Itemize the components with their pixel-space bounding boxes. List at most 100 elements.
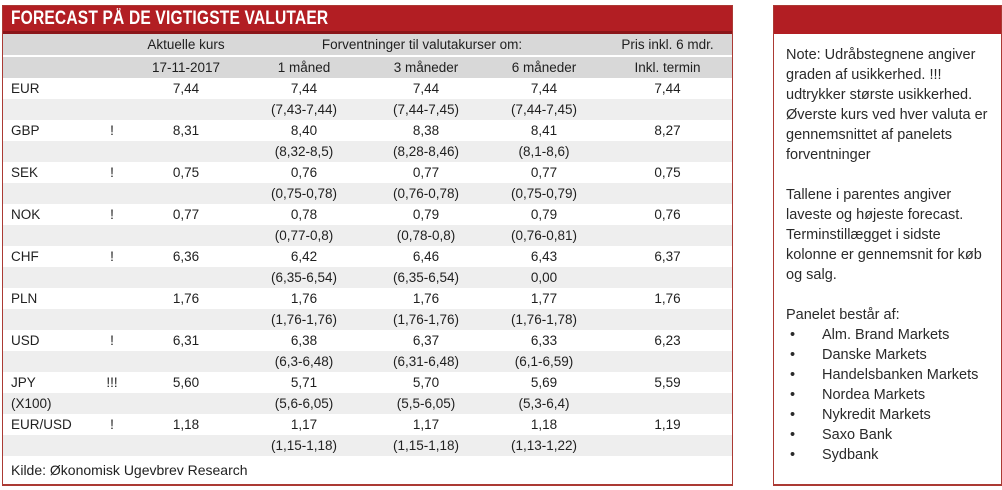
- range-6-maaneder: (0,76-0,81): [510, 228, 578, 243]
- cell-aktuel-kurs: 1,76: [172, 291, 200, 306]
- uncertainty-mark: !: [110, 123, 114, 138]
- table-header-row-2: 17-11-2017 1 måned 3 måneder 6 måneder I…: [3, 57, 732, 78]
- panel-member-name: Sydbank: [822, 447, 879, 463]
- note-paragraph-uncertainty: Note: Udråbstegnene angiver graden af us…: [786, 47, 988, 163]
- cell-termin: 0,76: [654, 207, 681, 222]
- currency-sublabel: [3, 183, 93, 204]
- cell-aktuel-kurs: 5,60: [172, 375, 200, 390]
- range-6-maaneder: 0,00: [530, 270, 558, 285]
- cell-6-maaneder: 6,33: [530, 333, 558, 348]
- range-aktuel: [131, 141, 241, 162]
- range-1-maaned: (1,15-1,18): [270, 438, 338, 453]
- range-spacer: [93, 141, 131, 162]
- table-row: GBP ! 8,31 8,40 8,38 8,41 8,27: [3, 120, 732, 141]
- range-spacer: [93, 309, 131, 330]
- currency-label: NOK: [11, 207, 41, 222]
- range-1-maaned: (0,75-0,78): [270, 186, 338, 201]
- currency-label: SEK: [11, 165, 39, 180]
- cell-3-maaneder: 1,17: [412, 417, 440, 432]
- range-spacer: [93, 435, 131, 456]
- list-item: • Nykredit Markets: [786, 405, 989, 425]
- table-row: PLN 1,76 1,76 1,76 1,77 1,76: [3, 288, 732, 309]
- range-spacer: [93, 351, 131, 372]
- uncertainty-mark: !: [110, 417, 114, 432]
- cell-6-maaneder: 7,44: [530, 81, 558, 96]
- cell-aktuel-kurs: 0,77: [172, 207, 200, 222]
- range-termin: [603, 435, 732, 456]
- panel-member-name: Saxo Bank: [822, 427, 893, 443]
- range-3-maaneder: (8,28-8,46): [392, 144, 460, 159]
- source-text: Kilde: Økonomisk Ugevbrev Research: [11, 462, 248, 478]
- cell-3-maaneder: 8,38: [412, 123, 440, 138]
- table-row: EUR 7,44 7,44 7,44 7,44 7,44: [3, 78, 732, 99]
- currency-label: CHF: [11, 249, 39, 264]
- cell-aktuel-kurs: 1,18: [172, 417, 200, 432]
- currency-sublabel: [3, 225, 93, 246]
- table-row: CHF ! 6,36 6,42 6,46 6,43 6,37: [3, 246, 732, 267]
- range-termin: [603, 267, 732, 288]
- currency-label: USD: [11, 333, 40, 348]
- range-3-maaneder: (5,5-6,05): [396, 396, 456, 411]
- panel-member-name: Alm. Brand Markets: [822, 327, 950, 343]
- title-banner: FORECAST PÅ DE VIGTIGSTE VALUTAER: [3, 6, 732, 34]
- range-aktuel: [131, 351, 241, 372]
- header-aktuelle-kurs: Aktuelle kurs: [147, 37, 225, 52]
- table-row-range: (0,75-0,78) (0,76-0,78) (0,75-0,79): [3, 183, 732, 204]
- range-termin: [603, 99, 732, 120]
- list-item: • Saxo Bank: [786, 425, 989, 445]
- cell-termin: 1,76: [654, 291, 681, 306]
- table-row: EUR/USD ! 1,18 1,17 1,17 1,18 1,19: [3, 414, 732, 435]
- cell-termin: 6,37: [654, 249, 681, 264]
- cell-aktuel-kurs: 6,31: [172, 333, 200, 348]
- range-termin: [603, 309, 732, 330]
- cell-1-maaned: 0,78: [290, 207, 318, 222]
- range-termin: [603, 141, 732, 162]
- cell-6-maaneder: 0,77: [530, 165, 558, 180]
- range-1-maaned: (0,77-0,8): [274, 228, 334, 243]
- list-item: • Sydbank: [786, 445, 989, 465]
- panel-member-name: Danske Markets: [822, 347, 927, 363]
- range-spacer: [93, 99, 131, 120]
- bullet-icon: •: [790, 447, 796, 463]
- bullet-icon: •: [790, 407, 796, 423]
- table-row: USD ! 6,31 6,38 6,37 6,33 6,23: [3, 330, 732, 351]
- range-spacer: [93, 393, 131, 414]
- bullet-icon: •: [790, 327, 796, 343]
- header-forventninger: Forventninger til valutakurser om:: [321, 37, 523, 52]
- currency-label: EUR/USD: [11, 417, 72, 432]
- cell-6-maaneder: 0,79: [530, 207, 558, 222]
- table-row-range: (1,76-1,76) (1,76-1,76) (1,76-1,78): [3, 309, 732, 330]
- currency-sublabel: [3, 309, 93, 330]
- header-1-maaned: 1 måned: [277, 60, 331, 75]
- range-spacer: [93, 225, 131, 246]
- currency-sublabel: [3, 351, 93, 372]
- list-item: • Danske Markets: [786, 345, 989, 365]
- cell-3-maaneder: 6,37: [412, 333, 440, 348]
- currency-sublabel: [3, 435, 93, 456]
- bullet-icon: •: [790, 387, 796, 403]
- range-3-maaneder: (1,15-1,18): [392, 438, 460, 453]
- list-item: • Handelsbanken Markets: [786, 365, 989, 385]
- uncertainty-mark: !: [110, 165, 114, 180]
- range-aktuel: [131, 309, 241, 330]
- panel-members-title: Panelet består af:: [786, 307, 900, 323]
- currency-label: EUR: [11, 81, 40, 96]
- range-aktuel: [131, 99, 241, 120]
- note-content: Note: Udråbstegnene angiver graden af us…: [774, 34, 1001, 465]
- table-row: SEK ! 0,75 0,76 0,77 0,77 0,75: [3, 162, 732, 183]
- header-6-maaneder: 6 måneder: [511, 60, 577, 75]
- cell-termin: 7,44: [654, 81, 681, 96]
- range-termin: [603, 393, 732, 414]
- cell-1-maaned: 8,40: [290, 123, 318, 138]
- panel-member-name: Nordea Markets: [822, 387, 926, 403]
- range-6-maaneder: (0,75-0,79): [510, 186, 578, 201]
- range-3-maaneder: (0,78-0,8): [396, 228, 456, 243]
- note-panel: Note: Udråbstegnene angiver graden af us…: [773, 5, 1002, 486]
- currency-sublabel: (X100): [11, 396, 52, 411]
- cell-termin: 5,59: [654, 375, 681, 390]
- note-paragraph-ranges: Tallene i parentes angiver laveste og hø…: [786, 187, 982, 283]
- forecast-table-panel: FORECAST PÅ DE VIGTIGSTE VALUTAER Aktuel…: [2, 5, 733, 486]
- cell-3-maaneder: 6,46: [412, 249, 440, 264]
- uncertainty-mark: !: [110, 207, 114, 222]
- table-body: EUR 7,44 7,44 7,44 7,44 7,44 (7,43-7,44)…: [3, 78, 732, 456]
